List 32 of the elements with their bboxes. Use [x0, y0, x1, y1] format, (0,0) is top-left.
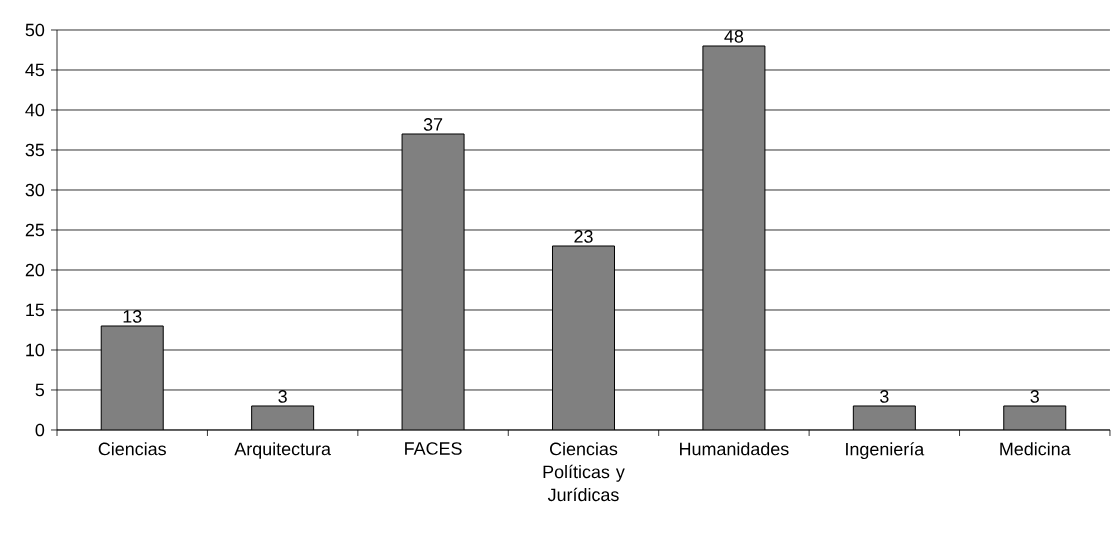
- data-label: 48: [724, 30, 744, 43]
- y-tick-label: 5: [35, 383, 45, 397]
- x-tick-label: Arquitectura: [234, 442, 331, 459]
- data-label: 13: [123, 310, 142, 323]
- y-tick-label: 35: [25, 143, 45, 157]
- data-label: 23: [574, 230, 593, 243]
- x-tick-label: Medicina: [1000, 442, 1071, 456]
- y-tick-label: 25: [25, 223, 45, 237]
- data-label: 3: [278, 390, 287, 403]
- bar: [100, 325, 164, 430]
- bar: [551, 245, 615, 430]
- data-label: 3: [880, 390, 889, 403]
- y-tick-label: 0: [35, 423, 45, 437]
- bar: [401, 133, 465, 430]
- y-tick-label: 50: [25, 23, 45, 37]
- data-label: 37: [423, 118, 443, 131]
- y-tick-label: 45: [25, 63, 45, 77]
- x-tick-label: Ingeniería: [846, 442, 925, 460]
- y-tick-label: 20: [25, 263, 45, 277]
- bar: [702, 45, 766, 430]
- data-label: 3: [1030, 390, 1039, 403]
- y-tick-label: 30: [25, 183, 45, 197]
- bar: [852, 405, 916, 430]
- y-tick-label: 40: [25, 103, 45, 117]
- bar: [251, 405, 315, 430]
- bar: [1003, 405, 1067, 430]
- y-tick-label: 15: [26, 303, 45, 317]
- y-tick-label: 10: [26, 343, 45, 357]
- x-tick-label: Ciencias: [98, 442, 166, 456]
- x-tick-label: Humanidades: [680, 442, 789, 456]
- x-tick-label: FACES: [405, 442, 462, 455]
- x-tick-label: Ciencias Políticas y Jurídicas: [543, 442, 625, 502]
